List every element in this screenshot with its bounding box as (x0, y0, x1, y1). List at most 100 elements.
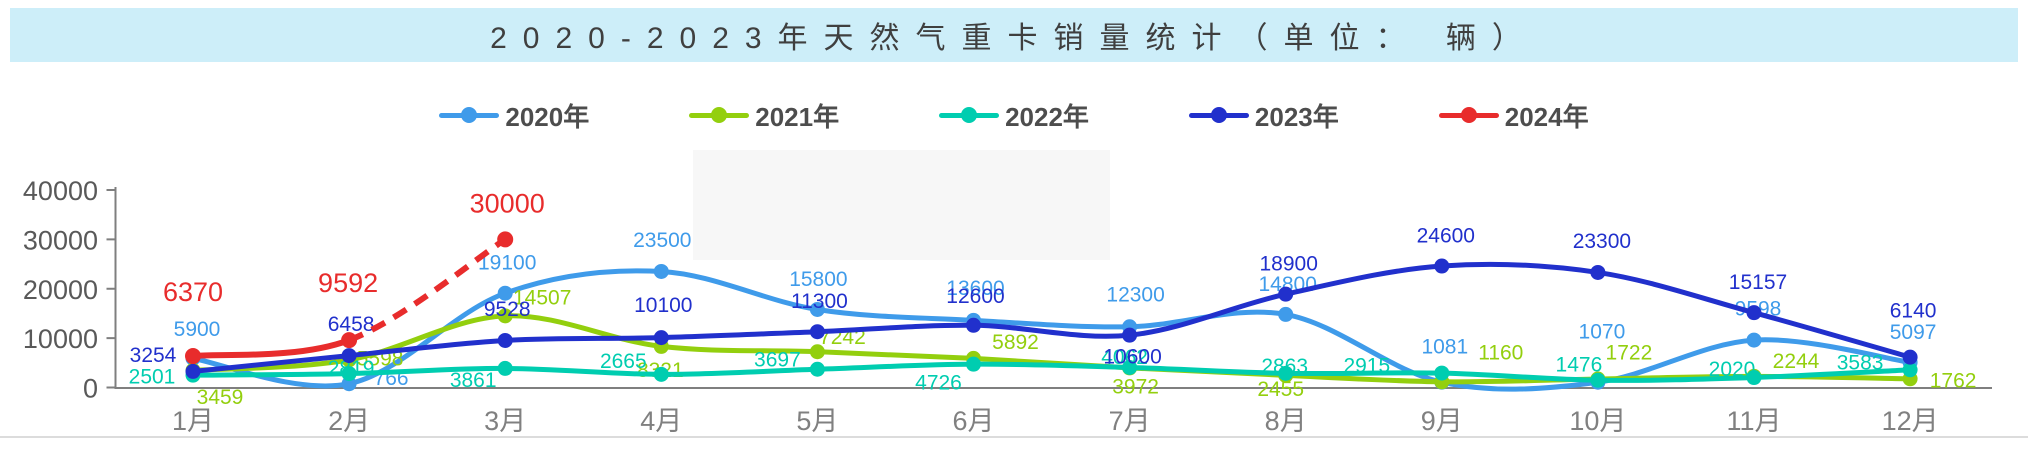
data-label: 2819 (328, 357, 375, 380)
data-point (1122, 327, 1138, 343)
data-label: 12600 (946, 285, 1004, 308)
x-axis-label: 11月 (1726, 406, 1781, 436)
data-label: 23500 (633, 229, 691, 252)
line-marker-icon (689, 106, 750, 123)
line-marker-icon (939, 106, 1000, 123)
x-axis-label: 5月 (796, 406, 838, 436)
data-point (809, 344, 825, 360)
data-label: 2455 (1257, 378, 1304, 401)
x-axis-label: 7月 (1109, 406, 1151, 436)
data-label: 6370 (163, 277, 223, 307)
series-line-2023年 (190, 261, 1913, 374)
dot-icon (961, 106, 978, 123)
legend-item-2023: 2023年 (1188, 97, 1339, 134)
data-point (1434, 258, 1450, 274)
data-point (1278, 286, 1294, 302)
data-label: 2915 (1343, 355, 1390, 378)
data-label: 24600 (1417, 225, 1475, 248)
legend-label: 2023年 (1254, 101, 1339, 132)
data-label: 10100 (634, 294, 692, 317)
y-axis-label: 10000 (23, 324, 98, 354)
data-label: 2665 (600, 350, 647, 373)
line-marker-icon (1188, 106, 1249, 123)
dot-icon (711, 106, 728, 123)
data-point (185, 348, 201, 365)
data-label: 13600 (946, 277, 1004, 300)
x-axis-label: 9月 (1421, 406, 1463, 436)
data-point (1746, 305, 1762, 321)
x-axis-label: 2月 (328, 406, 370, 436)
data-point (966, 317, 981, 333)
data-point (1590, 372, 1606, 388)
series-line-2024年 (190, 337, 353, 360)
data-point (966, 356, 981, 372)
data-point (497, 231, 514, 248)
data-label: 18900 (1259, 253, 1317, 276)
data-label: 1476 (1556, 354, 1603, 377)
line-marker-icon (1438, 106, 1499, 123)
data-label: 23300 (1573, 230, 1631, 253)
data-label: 19100 (478, 252, 536, 275)
bottom-divider (0, 436, 2028, 438)
data-label: 5892 (992, 331, 1039, 354)
data-label: 3583 (1837, 351, 1884, 374)
data-label: 12300 (1106, 283, 1164, 306)
data-label: 1722 (1606, 341, 1653, 364)
data-label: 6140 (1890, 300, 1937, 323)
x-axis-label: 1月 (172, 406, 214, 436)
data-label: 4726 (915, 372, 962, 395)
legend: 2020年 2021年 2022年 2023年 2024年 (0, 98, 2028, 132)
data-label: 30000 (470, 188, 545, 218)
data-point (1902, 349, 1918, 365)
data-label: 1160 (1478, 341, 1523, 364)
data-point (653, 330, 669, 346)
data-point (1746, 370, 1762, 386)
data-point (809, 324, 825, 340)
data-label: 1070 (1579, 321, 1626, 344)
data-label: 2863 (1261, 355, 1308, 378)
legend-item-2022: 2022年 (939, 97, 1089, 134)
x-axis-label: 10月 (1569, 406, 1626, 436)
data-point (1746, 332, 1762, 348)
legend-label: 2021年 (755, 101, 840, 132)
dot-icon (461, 106, 478, 123)
dot-icon (1460, 106, 1477, 123)
data-point (497, 308, 513, 324)
data-label: 11300 (791, 290, 848, 313)
data-point (1434, 365, 1450, 381)
legend-item-2020: 2020年 (439, 97, 589, 134)
data-label: 14507 (513, 286, 571, 309)
data-label: 3697 (754, 349, 801, 372)
data-point (341, 332, 358, 349)
data-label: 3861 (450, 369, 497, 392)
x-axis-label: 3月 (484, 406, 526, 436)
dot-icon (1210, 106, 1227, 123)
data-label: 5097 (1890, 321, 1937, 344)
data-point (341, 348, 357, 364)
data-point (497, 360, 513, 376)
data-label: 10600 (1103, 346, 1161, 369)
data-point (185, 363, 201, 379)
x-axis-label: 8月 (1265, 406, 1307, 436)
data-label: 9528 (484, 298, 531, 321)
y-axis-label: 20000 (23, 275, 98, 305)
data-label: 6458 (328, 313, 375, 336)
legend-label: 2020年 (505, 101, 590, 132)
data-point (809, 301, 825, 317)
data-label: 15800 (789, 268, 847, 291)
data-label: 3459 (197, 386, 244, 409)
data-point (809, 361, 825, 377)
x-axis-label: 12月 (1882, 406, 1939, 436)
data-point (1902, 362, 1918, 378)
legend-label: 2022年 (1005, 101, 1089, 132)
data-point (1278, 365, 1294, 381)
line-marker-icon (439, 106, 500, 123)
data-point (1278, 306, 1294, 322)
data-label: 3254 (130, 344, 177, 367)
legend-item-2024: 2024年 (1438, 97, 1589, 134)
data-label: 9592 (318, 268, 378, 298)
watermark-blur-box (693, 150, 1110, 260)
data-label: 2244 (1773, 350, 1820, 373)
data-label: 4062 (1101, 346, 1148, 369)
